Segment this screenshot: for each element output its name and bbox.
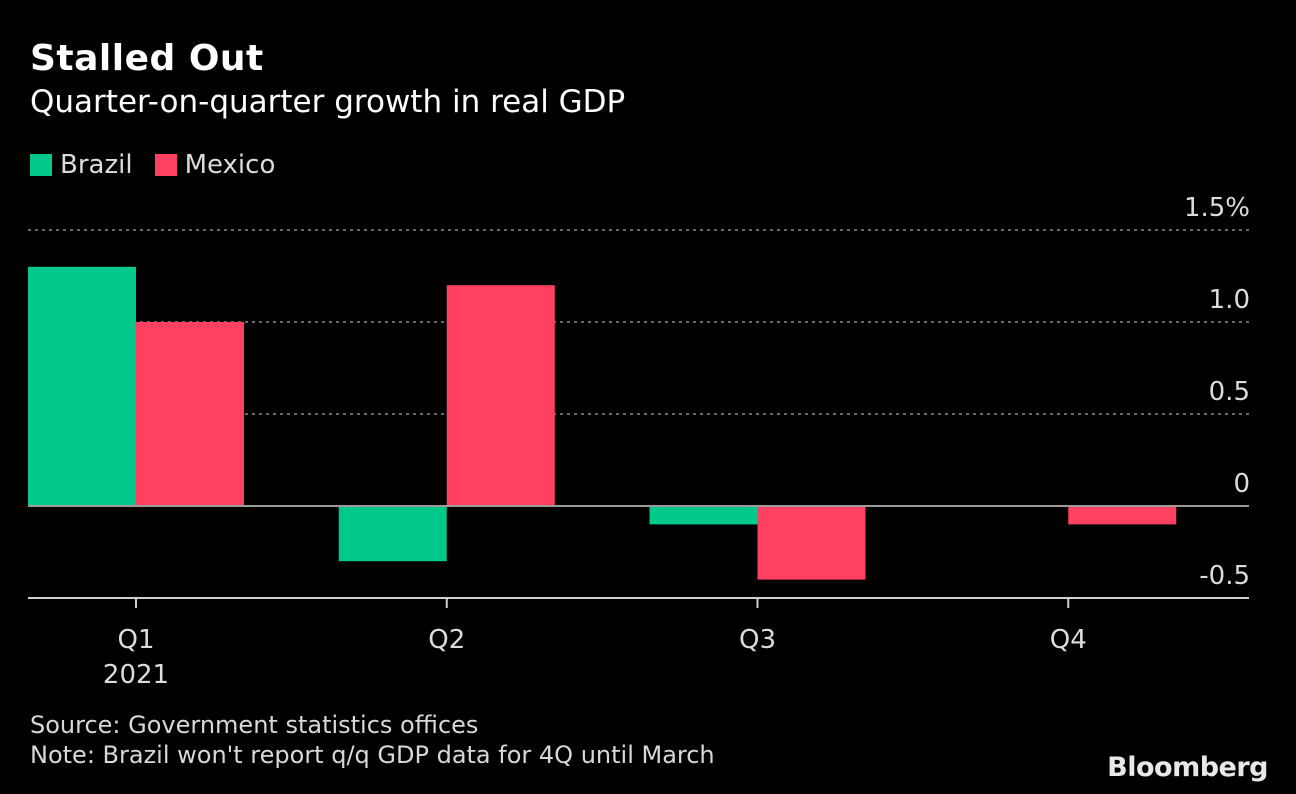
- legend: Brazil Mexico: [30, 150, 297, 180]
- bar-mexico-q3: [757, 506, 866, 580]
- x-year-label: 2021: [103, 660, 169, 690]
- x-tick-label: Q3: [739, 625, 776, 655]
- legend-item-brazil: Brazil: [30, 150, 133, 180]
- legend-item-mexico: Mexico: [154, 150, 276, 180]
- bar-brazil-q1: [28, 266, 136, 506]
- y-tick-label: 1.0: [1209, 285, 1250, 315]
- bloomberg-logo: Bloomberg: [1107, 752, 1268, 783]
- x-tick-label: Q2: [428, 625, 465, 655]
- bar-brazil-q3: [649, 506, 758, 525]
- legend-label-mexico: Mexico: [184, 150, 276, 180]
- bar-mexico-q1: [136, 322, 244, 506]
- y-tick-label: 1.5%: [1184, 193, 1250, 223]
- source-note: Source: Government statistics offices: [30, 711, 479, 739]
- legend-swatch-brazil: [30, 154, 52, 176]
- x-tick-label: Q1: [117, 625, 154, 655]
- y-tick-label: 0.5: [1209, 377, 1250, 407]
- y-tick-label: -0.5: [1199, 561, 1250, 591]
- chart-title: Stalled Out: [30, 38, 264, 79]
- y-tick-label: 0: [1233, 469, 1250, 499]
- x-tick-label: Q4: [1050, 625, 1087, 655]
- bar-brazil-q2: [338, 506, 447, 562]
- footnote: Note: Brazil won't report q/q GDP data f…: [30, 741, 715, 769]
- bar-mexico-q2: [446, 285, 555, 506]
- chart-subtitle: Quarter-on-quarter growth in real GDP: [30, 84, 626, 120]
- legend-label-brazil: Brazil: [60, 150, 133, 180]
- legend-swatch-mexico: [154, 154, 177, 176]
- bar-mexico-q4: [1068, 506, 1177, 525]
